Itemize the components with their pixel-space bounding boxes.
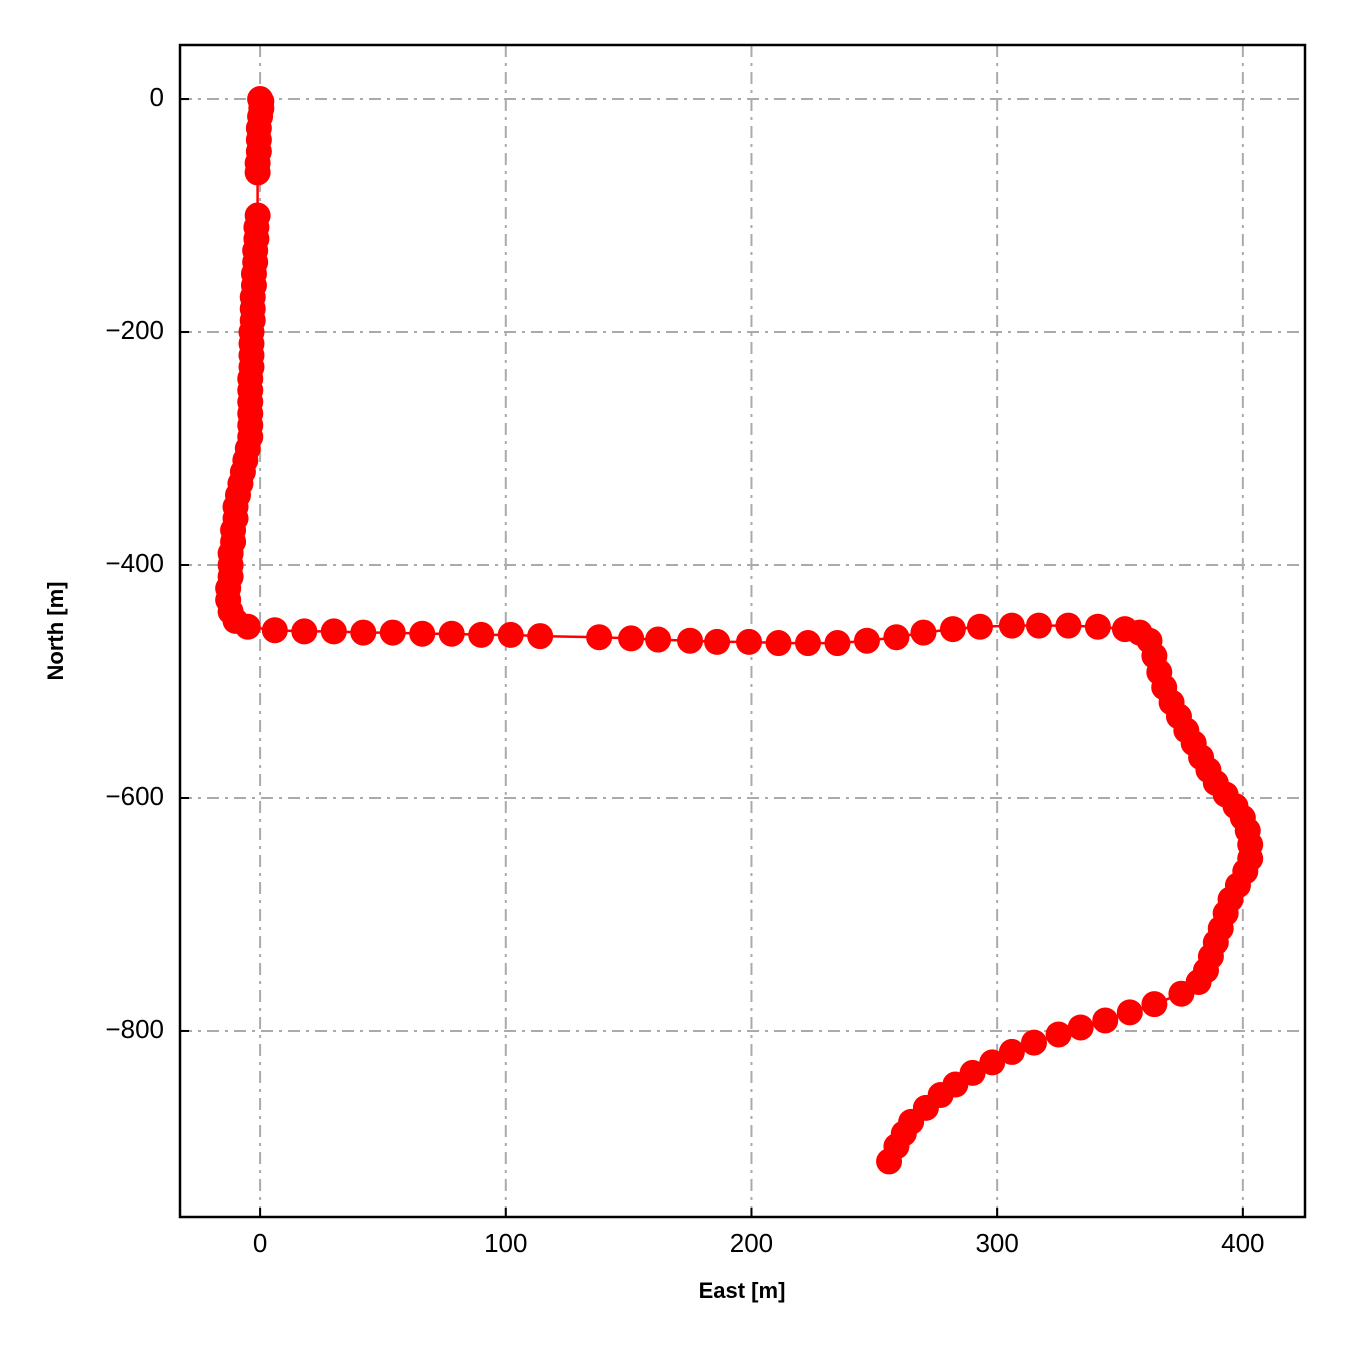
track-point	[261, 617, 288, 644]
track-point	[998, 612, 1025, 639]
track-point	[853, 627, 880, 654]
track-point	[876, 1148, 903, 1175]
track-point	[1055, 612, 1082, 639]
x-tick-label: 100	[484, 1228, 527, 1258]
track-point	[586, 624, 613, 651]
track-point	[765, 630, 792, 657]
track-point	[645, 626, 672, 653]
track-point	[966, 613, 993, 640]
x-tick-label: 300	[975, 1228, 1018, 1258]
track-point	[438, 620, 465, 647]
track-point	[1067, 1014, 1094, 1041]
track-point	[1116, 999, 1143, 1026]
track-point	[291, 618, 318, 645]
track-point	[350, 619, 377, 646]
track-point	[979, 1049, 1006, 1076]
track-point	[379, 619, 406, 646]
track-point	[527, 623, 554, 650]
y-tick-label: −200	[105, 315, 164, 345]
x-tick-label: 0	[253, 1228, 267, 1258]
y-tick-label: 0	[150, 82, 164, 112]
track-point	[1092, 1007, 1119, 1034]
track-point	[910, 619, 937, 646]
track-point	[409, 620, 436, 647]
track-point	[234, 613, 261, 640]
x-axis-label: East [m]	[699, 1278, 786, 1303]
x-tick-label: 200	[730, 1228, 773, 1258]
track-point	[1025, 612, 1052, 639]
plot-frame	[178, 43, 1307, 1219]
track-point	[939, 616, 966, 643]
track-point	[1168, 980, 1195, 1007]
track-point	[704, 628, 731, 655]
track-point	[468, 621, 495, 648]
track-point	[1141, 991, 1168, 1018]
track-point	[677, 627, 704, 654]
track-point	[618, 625, 645, 652]
track-point	[883, 624, 910, 651]
track-point	[794, 630, 821, 657]
track-point	[320, 618, 347, 645]
plot-area	[215, 86, 1264, 1175]
y-tick-label: −600	[105, 781, 164, 811]
x-tick-label: 400	[1221, 1228, 1264, 1258]
track-point	[497, 621, 524, 648]
track-point	[1045, 1021, 1072, 1048]
track-point	[1021, 1029, 1048, 1056]
y-axis-label: North [m]	[43, 582, 68, 681]
track-point	[1084, 613, 1111, 640]
y-tick-label: −800	[105, 1014, 164, 1044]
y-tick-label: −400	[105, 548, 164, 578]
track-point	[736, 628, 763, 655]
track-point	[244, 159, 271, 186]
track-point	[824, 630, 851, 657]
track-point	[998, 1038, 1025, 1065]
